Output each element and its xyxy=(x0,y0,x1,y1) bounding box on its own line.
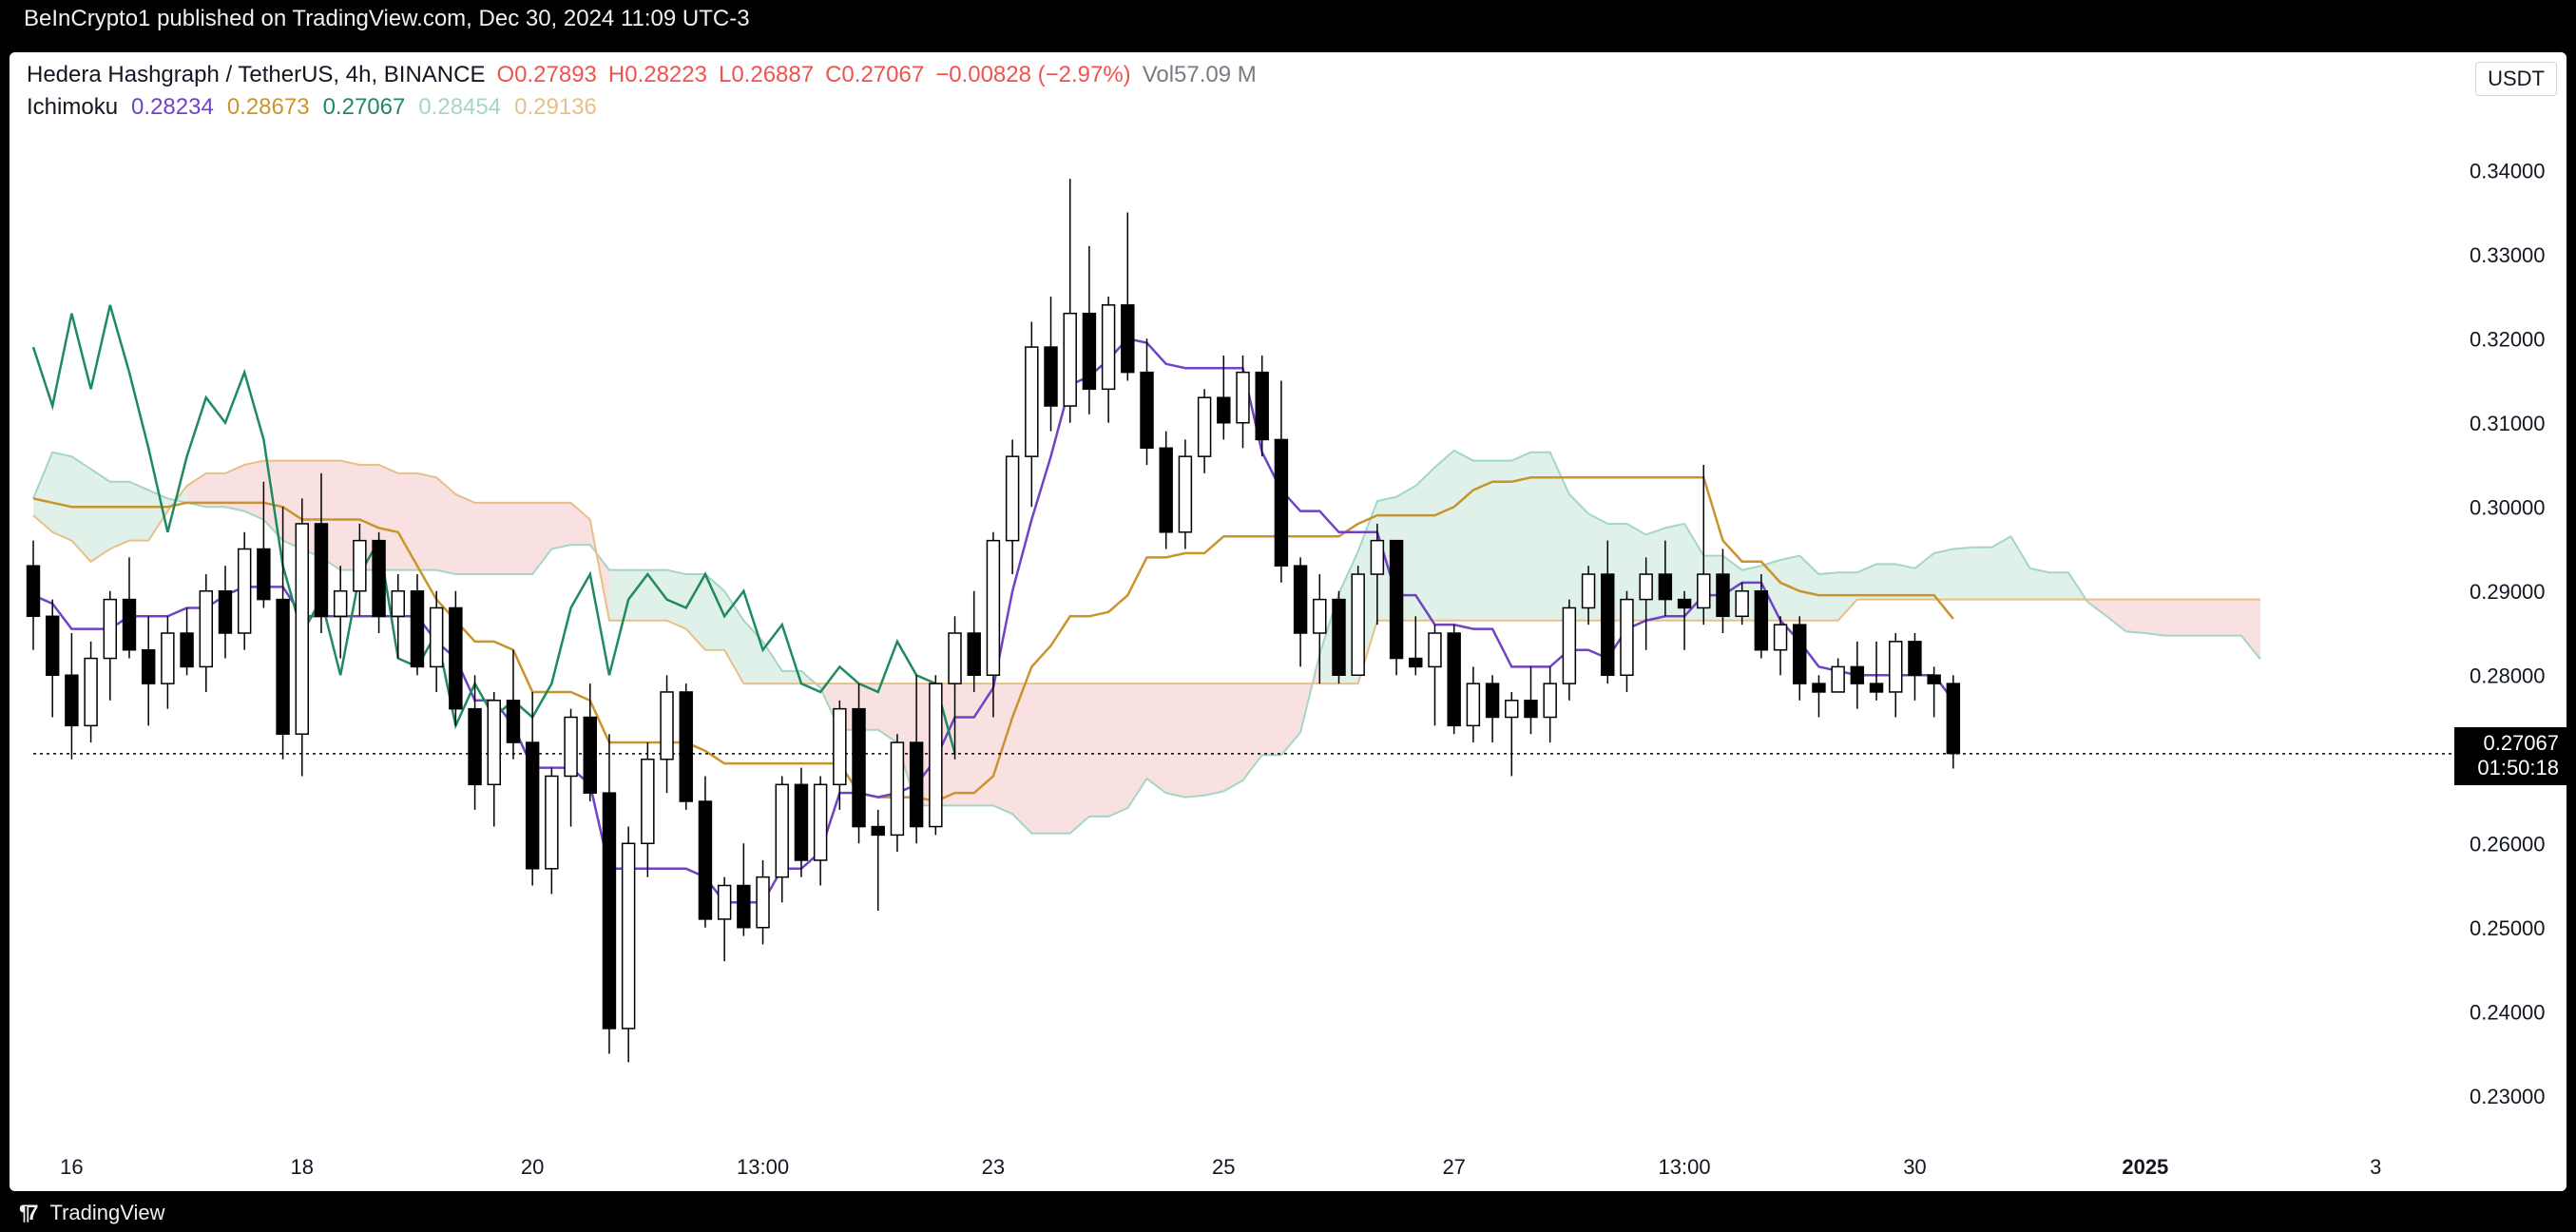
svg-text:0.32000: 0.32000 xyxy=(2470,327,2546,351)
svg-text:0.28000: 0.28000 xyxy=(2470,664,2546,687)
ohlc-change: −0.00828 (−2.97%) xyxy=(935,62,1131,88)
chart-panel[interactable]: Hedera Hashgraph / TetherUS, 4h, BINANCE… xyxy=(10,52,2566,1191)
svg-text:0.31000: 0.31000 xyxy=(2470,412,2546,435)
ichimoku-val-5: 0.29136 xyxy=(514,94,597,121)
symbol-name: Hedera Hashgraph / TetherUS, 4h, BINANCE xyxy=(27,62,485,88)
svg-text:23: 23 xyxy=(982,1155,1005,1179)
svg-text:18: 18 xyxy=(291,1155,314,1179)
footer-bar: ¶7 TradingView xyxy=(0,1194,2576,1232)
svg-text:0.30000: 0.30000 xyxy=(2470,495,2546,519)
ichimoku-legend: Ichimoku 0.28234 0.28673 0.27067 0.28454… xyxy=(27,94,597,121)
svg-text:16: 16 xyxy=(60,1155,83,1179)
quote-currency-badge[interactable]: USDT xyxy=(2475,62,2557,96)
last-price-label: 0.27067 01:50:18 xyxy=(2454,727,2566,785)
svg-text:30: 30 xyxy=(1903,1155,1926,1179)
svg-text:0.23000: 0.23000 xyxy=(2470,1085,2546,1108)
ohlc-close: C0.27067 xyxy=(825,62,924,88)
ichimoku-val-4: 0.28454 xyxy=(418,94,501,121)
chart-canvas[interactable]: 0.230000.240000.250000.260000.270000.280… xyxy=(10,52,2566,1191)
svg-text:13:00: 13:00 xyxy=(1659,1155,1711,1179)
ohlc-open: O0.27893 xyxy=(496,62,596,88)
svg-text:20: 20 xyxy=(521,1155,544,1179)
ohlc-high: H0.28223 xyxy=(608,62,707,88)
countdown-value: 01:50:18 xyxy=(2462,756,2559,780)
last-price-value: 0.27067 xyxy=(2462,731,2559,756)
svg-text:0.34000: 0.34000 xyxy=(2470,159,2546,183)
ichimoku-val-1: 0.28234 xyxy=(131,94,214,121)
svg-text:0.29000: 0.29000 xyxy=(2470,580,2546,604)
ohlc-low: L0.26887 xyxy=(719,62,814,88)
svg-text:0.26000: 0.26000 xyxy=(2470,832,2546,856)
volume-label: Vol57.09 M xyxy=(1143,62,1257,88)
publisher-text: BeInCrypto1 published on TradingView.com… xyxy=(24,6,750,32)
svg-text:3: 3 xyxy=(2370,1155,2381,1179)
symbol-legend: Hedera Hashgraph / TetherUS, 4h, BINANCE… xyxy=(27,62,1257,88)
svg-text:25: 25 xyxy=(1212,1155,1235,1179)
svg-text:0.25000: 0.25000 xyxy=(2470,916,2546,940)
ichimoku-val-2: 0.28673 xyxy=(227,94,310,121)
ichimoku-val-3: 0.27067 xyxy=(323,94,406,121)
svg-text:27: 27 xyxy=(1442,1155,1465,1179)
svg-text:0.33000: 0.33000 xyxy=(2470,243,2546,267)
svg-text:0.24000: 0.24000 xyxy=(2470,1000,2546,1024)
ichimoku-label: Ichimoku xyxy=(27,94,118,121)
tradingview-logo-icon: ¶7 xyxy=(19,1201,34,1225)
svg-text:2025: 2025 xyxy=(2122,1155,2168,1179)
header-bar: BeInCrypto1 published on TradingView.com… xyxy=(0,0,2576,38)
tradingview-brand: TradingView xyxy=(49,1201,164,1225)
svg-text:13:00: 13:00 xyxy=(737,1155,789,1179)
